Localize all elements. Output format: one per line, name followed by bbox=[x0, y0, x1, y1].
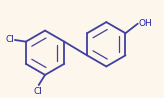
Text: Cl: Cl bbox=[5, 35, 14, 44]
Text: OH: OH bbox=[139, 19, 153, 28]
Text: Cl: Cl bbox=[34, 87, 43, 96]
